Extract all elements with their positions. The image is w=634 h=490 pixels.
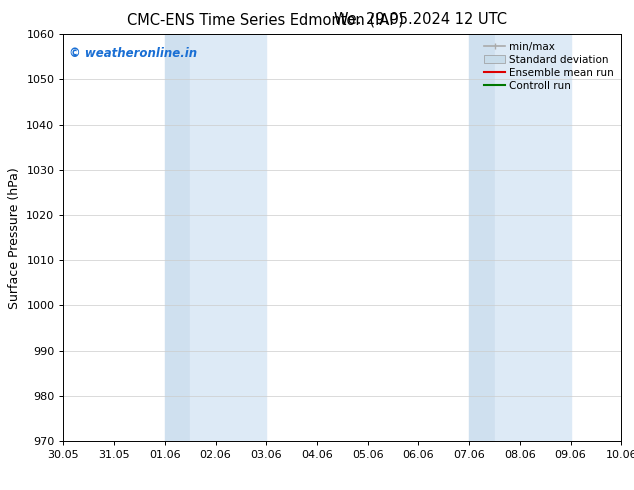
Legend: min/max, Standard deviation, Ensemble mean run, Controll run: min/max, Standard deviation, Ensemble me… — [480, 37, 618, 95]
Bar — [469, 34, 495, 441]
Bar — [190, 34, 266, 441]
Bar — [165, 34, 190, 441]
Y-axis label: Surface Pressure (hPa): Surface Pressure (hPa) — [8, 167, 21, 309]
Text: CMC-ENS Time Series Edmonton (IAP): CMC-ENS Time Series Edmonton (IAP) — [127, 12, 404, 27]
Text: © weatheronline.in: © weatheronline.in — [69, 47, 197, 59]
Text: We. 29.05.2024 12 UTC: We. 29.05.2024 12 UTC — [334, 12, 507, 27]
Bar — [495, 34, 571, 441]
